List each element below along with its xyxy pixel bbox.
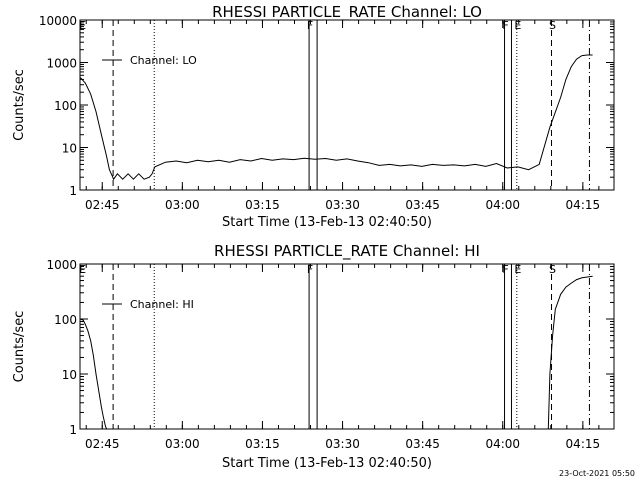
footer-timestamp: 23-Oct-2021 05:50 xyxy=(559,469,635,478)
